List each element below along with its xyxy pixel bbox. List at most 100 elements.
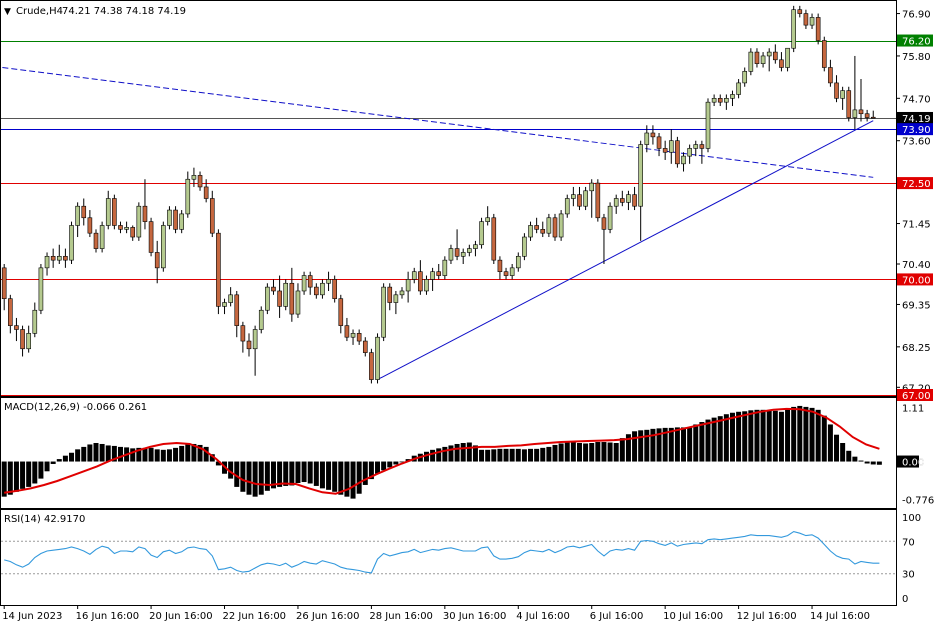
- price-tick-label: 67.20: [902, 383, 931, 394]
- candle-body: [791, 9, 796, 49]
- candle-body: [546, 217, 552, 234]
- candle-body: [601, 217, 607, 230]
- candle: [124, 221, 129, 234]
- candle: [491, 213, 497, 264]
- macd-bar: [32, 461, 38, 484]
- time-axis: 14 Jun 2023 16 Jun 16:00 20 Jun 16:00 22 Ju…: [2, 605, 870, 622]
- candle: [362, 337, 368, 357]
- candle-body: [460, 252, 466, 257]
- macd-bar: [729, 412, 735, 462]
- candle-body: [258, 309, 264, 330]
- candle: [754, 48, 760, 68]
- macd-bar: [148, 447, 154, 462]
- macd-bar: [650, 428, 656, 462]
- macd-tick-label: -0.776: [902, 495, 934, 506]
- macd-bar: [62, 455, 68, 462]
- macd-bar: [858, 460, 864, 462]
- candle-body: [552, 217, 558, 238]
- candle: [387, 283, 393, 311]
- candle: [485, 206, 490, 226]
- candle: [167, 206, 172, 230]
- macd-bar: [674, 427, 680, 462]
- candle-body: [736, 82, 741, 95]
- macd-bar: [75, 449, 81, 462]
- candle-body: [858, 109, 864, 115]
- candle-body: [228, 294, 233, 303]
- rsi-label: RSI(14) 42.9170: [4, 514, 85, 525]
- candle: [301, 271, 307, 295]
- chart-frame: [0, 0, 897, 606]
- macd-bar: [130, 448, 136, 462]
- candle-body: [852, 109, 858, 118]
- candle: [815, 13, 821, 45]
- candle: [509, 264, 515, 280]
- candle-body: [675, 140, 680, 165]
- time-tick-label: 4 Jul 16:00: [516, 611, 570, 622]
- price-tick-label: 68.25: [902, 343, 931, 354]
- macd-bar: [344, 461, 350, 497]
- macd-bar: [209, 454, 215, 462]
- candle: [20, 325, 25, 357]
- macd-bar: [472, 445, 478, 462]
- candle-body: [644, 132, 650, 145]
- price-tick-label: 76.90: [902, 10, 931, 21]
- candle: [240, 321, 246, 353]
- level-price-tag: [897, 123, 933, 136]
- macd-bar: [69, 452, 75, 462]
- macd-bar: [179, 445, 185, 462]
- macd-bar: [760, 409, 766, 462]
- candle-body: [638, 144, 643, 207]
- candle-body: [338, 298, 344, 326]
- macd-bar: [638, 430, 644, 462]
- candle-body: [607, 205, 613, 230]
- trendlines[interactable]: [2, 67, 874, 381]
- macd-bar: [521, 449, 527, 462]
- macd-bar: [503, 448, 509, 462]
- candle: [828, 59, 833, 87]
- time-tick-label: 16 Jun 16:00: [76, 611, 140, 622]
- candle-body: [773, 51, 778, 61]
- price-tick-label: 71.45: [902, 220, 931, 231]
- candle-body: [828, 67, 833, 84]
- candle: [430, 267, 435, 291]
- candle-body: [118, 225, 123, 230]
- candle-body: [785, 47, 790, 68]
- candle-body: [38, 267, 44, 311]
- macd-bar: [595, 442, 601, 462]
- candle-body: [326, 279, 331, 284]
- macd-label: MACD(12,26,9) -0.066 0.261: [4, 402, 147, 413]
- candle-body: [246, 340, 252, 350]
- time-tick-label: 14 Jun 2023: [2, 611, 62, 622]
- candle-body: [485, 217, 490, 222]
- candle-body: [742, 71, 748, 84]
- candle: [26, 325, 31, 353]
- macd-bar: [356, 461, 362, 494]
- candle-body: [136, 205, 142, 238]
- candle: [595, 179, 601, 222]
- candle: [442, 256, 448, 280]
- candle-body: [705, 101, 711, 149]
- macd-bar: [876, 461, 882, 465]
- candle: [583, 186, 588, 211]
- candle-body: [711, 98, 717, 103]
- candle: [613, 194, 619, 214]
- candle: [271, 279, 276, 295]
- macd-bar: [185, 444, 191, 462]
- header-arrow-icon[interactable]: ▼: [4, 7, 11, 17]
- candle-body: [534, 225, 539, 230]
- horizontal-levels[interactable]: [1, 41, 896, 396]
- candle-body: [834, 82, 839, 99]
- candle: [479, 217, 484, 249]
- header-ohlc: 74.21 74.38 74.18 74.19: [62, 6, 186, 17]
- candle-body: [473, 244, 478, 249]
- macd-bar: [264, 461, 270, 491]
- candle-body: [295, 290, 301, 315]
- candle-body: [314, 286, 319, 296]
- candle: [130, 225, 136, 241]
- macd-bar: [270, 461, 276, 489]
- candle: [736, 79, 741, 99]
- candle: [283, 279, 289, 311]
- candle: [197, 171, 203, 191]
- candle-body: [112, 198, 117, 226]
